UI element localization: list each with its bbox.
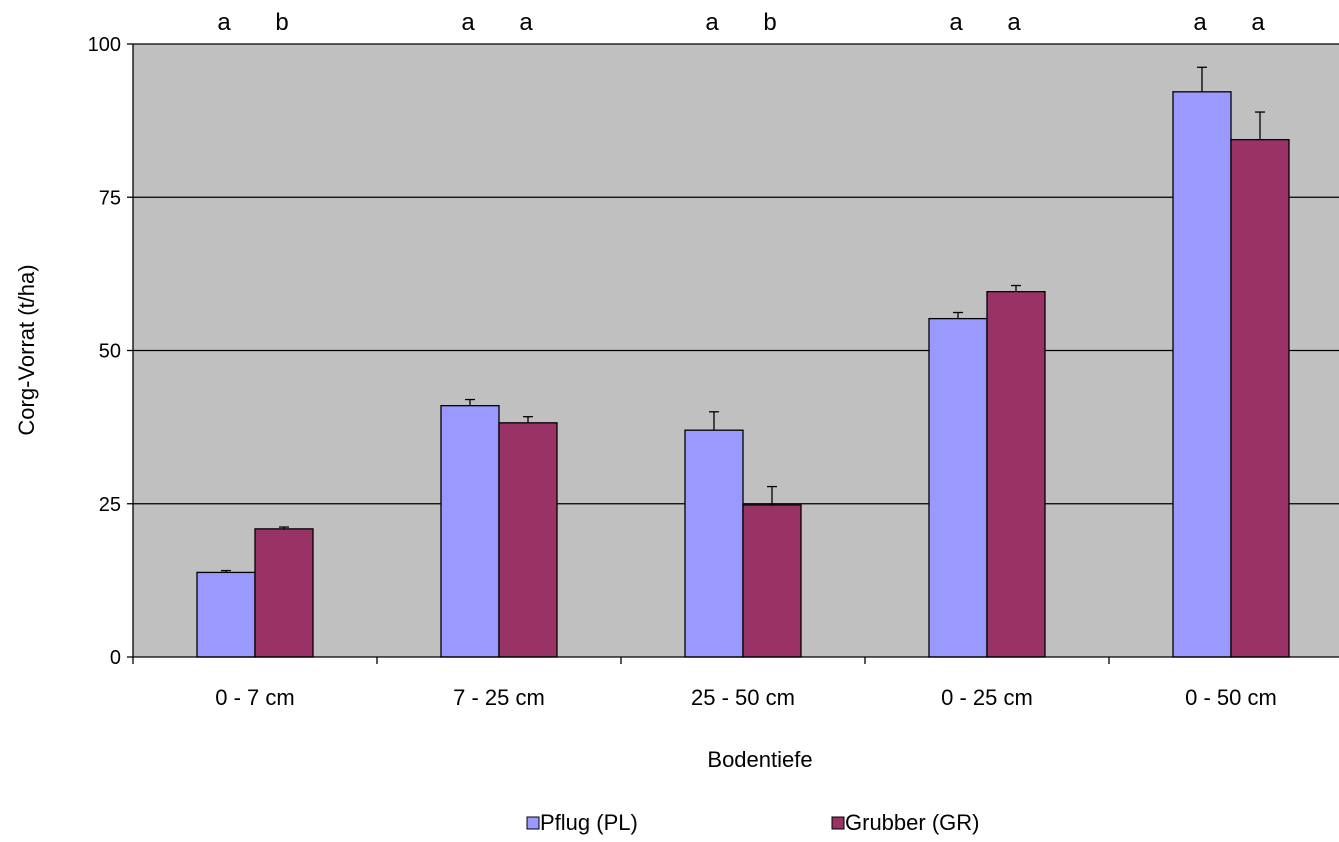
bar-pflug	[196, 571, 256, 658]
legend-label-pflug: Pflug (PL)	[540, 810, 638, 835]
x-tick-label: 7 - 25 cm	[453, 685, 545, 710]
gridlines	[133, 43, 1339, 505]
y-tick-label: 0	[110, 647, 121, 669]
y-axis-title: Corg-Vorrat (t/ha)	[14, 264, 39, 435]
bar-grubber	[498, 422, 558, 658]
y-tick-labels: 0 25 50 75 100	[88, 34, 121, 669]
legend: Pflug (PL) Grubber (GR)	[526, 810, 979, 835]
significance-letter: a	[519, 9, 533, 36]
x-tick-label: 0 - 50 cm	[1185, 685, 1277, 710]
y-tick-label: 25	[99, 494, 121, 516]
legend-label-grubber: Grubber (GR)	[845, 810, 979, 835]
x-axis-title: Bodentiefe	[707, 747, 812, 772]
significance-letter: b	[275, 9, 288, 36]
bar-grubber	[254, 528, 314, 658]
error-bars	[221, 66, 1265, 573]
y-tick-label: 50	[99, 341, 121, 363]
legend-swatch-grubber	[831, 816, 845, 830]
y-tick-label: 75	[99, 187, 121, 209]
bar-pflug	[440, 405, 500, 658]
significance-letter: a	[461, 9, 475, 36]
x-tick-label: 0 - 25 cm	[941, 685, 1033, 710]
legend-swatch-pflug	[526, 816, 540, 830]
x-tick-label: 0 - 7 cm	[215, 685, 294, 710]
bar-pflug	[684, 429, 744, 658]
axes	[127, 43, 1339, 664]
bar-grubber	[1230, 138, 1290, 658]
x-tick-label: 25 - 50 cm	[691, 685, 795, 710]
significance-letter: a	[949, 9, 963, 36]
significance-letter: a	[1193, 9, 1207, 36]
bars	[196, 91, 1290, 658]
bar-pflug	[928, 317, 988, 658]
significance-letter: a	[1007, 9, 1021, 36]
significance-letter: b	[763, 9, 776, 36]
y-tick-label: 100	[88, 34, 121, 56]
significance-letter: a	[217, 9, 231, 36]
bar-grubber	[986, 291, 1046, 658]
x-tick-labels: 0 - 7 cm 7 - 25 cm 25 - 50 cm 0 - 25 cm 0 - …	[215, 685, 1277, 710]
significance-letter: a	[1251, 9, 1265, 36]
bar-grubber	[742, 504, 802, 658]
significance-letter: a	[705, 9, 719, 36]
bar-pflug	[1172, 91, 1232, 658]
